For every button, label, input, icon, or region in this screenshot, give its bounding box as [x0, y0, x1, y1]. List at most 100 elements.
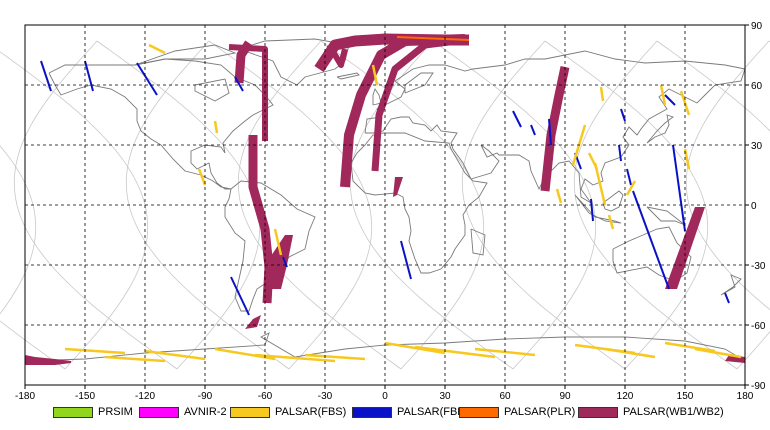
coastline — [194, 78, 230, 102]
swath-strip — [530, 124, 536, 136]
swath-strip — [214, 347, 276, 361]
swath-band — [245, 315, 261, 329]
swath-strip — [144, 349, 206, 361]
orbit-track — [656, 40, 770, 370]
legend-label: PALSAR(WB1/WB2) — [623, 406, 724, 418]
swath-strip — [400, 240, 412, 280]
swath-strip — [672, 144, 686, 232]
swath-strip — [40, 60, 52, 92]
x-tick-label: 150 — [677, 391, 694, 402]
swath-strip — [599, 86, 605, 102]
y-tick-label: 60 — [751, 81, 763, 92]
legend-label: PALSAR(FBS) — [275, 406, 347, 418]
swath-strip — [590, 198, 594, 222]
observation-swaths — [25, 33, 745, 365]
swath-band — [540, 66, 570, 192]
swath-strip — [604, 347, 656, 359]
swath-strip — [414, 345, 496, 359]
swath-strip — [694, 347, 742, 359]
swath-strip — [282, 256, 288, 268]
x-tick-label: -180 — [15, 391, 35, 402]
swath-strip — [273, 228, 283, 256]
swath-strip — [104, 355, 166, 363]
legend-label: AVNIR-2 — [184, 406, 227, 418]
swath-strip — [664, 341, 716, 353]
swath-strip — [371, 64, 379, 86]
y-tick-label: 0 — [751, 201, 757, 212]
y-tick-label: -90 — [751, 381, 766, 392]
orbit-track — [13, 40, 178, 370]
swath-strip — [555, 188, 563, 204]
x-tick-label: 90 — [559, 391, 571, 402]
orbit-track — [685, 40, 770, 311]
swath-strip — [64, 347, 126, 355]
legend-item-palsar-fbs: PALSAR(FBS) — [230, 405, 346, 419]
swath-strip — [683, 148, 691, 170]
legend-label: PALSAR(PLR) — [504, 406, 576, 418]
legend-swatch — [352, 406, 392, 418]
swath-strip — [234, 76, 244, 92]
swath-strip — [213, 120, 219, 134]
swath-strip — [625, 180, 637, 196]
coastline — [224, 180, 316, 312]
swath-strip — [659, 84, 667, 106]
x-tick-label: 30 — [439, 391, 451, 402]
swath-strip — [512, 110, 522, 128]
x-tick-label: -150 — [75, 391, 95, 402]
x-axis-ticks: -180 -150 -120 -90 -60 -30 0 30 60 90 120 150 180 — [15, 385, 754, 402]
swath-strip — [724, 292, 730, 304]
coastline — [336, 72, 360, 80]
swath-strip — [230, 276, 250, 316]
swath-strip — [618, 144, 622, 162]
coastline — [134, 44, 237, 66]
legend-item-avnir2: AVNIR-2 — [139, 405, 227, 419]
y-tick-label: -30 — [751, 261, 766, 272]
swath-strip — [136, 62, 158, 96]
x-tick-label: 60 — [499, 391, 511, 402]
x-tick-label: -120 — [135, 391, 155, 402]
swath-band — [25, 355, 71, 365]
orbit-track — [432, 40, 597, 370]
swath-band — [393, 177, 403, 197]
x-tick-label: -90 — [198, 391, 213, 402]
y-axis-ticks: 90 60 30 0 -30 -60 -90 — [745, 21, 766, 392]
swath-band — [371, 36, 466, 172]
swath-strip — [548, 118, 552, 146]
y-tick-label: 30 — [751, 141, 763, 152]
legend-swatch — [139, 406, 179, 418]
legend-item-palsar-wb: PALSAR(WB1/WB2) — [578, 405, 724, 419]
swath-band — [228, 44, 268, 141]
legend-item-prsim: PRSIM — [53, 405, 133, 419]
x-tick-label: 180 — [737, 391, 754, 402]
coastline — [720, 274, 742, 296]
swath-strip — [587, 152, 599, 170]
legend-swatch — [230, 406, 270, 418]
coastline — [470, 228, 486, 256]
swath-strip — [593, 162, 607, 206]
swath-strip — [197, 168, 207, 186]
swath-strip — [254, 353, 336, 363]
swath-strip — [620, 108, 626, 122]
coastline — [646, 206, 686, 226]
swath-strip — [626, 168, 632, 186]
swath-strip — [396, 36, 470, 41]
swath-strip — [148, 43, 166, 55]
swath-band — [340, 34, 466, 188]
orbit-track — [0, 145, 37, 315]
coastline — [612, 226, 692, 282]
y-tick-label: 90 — [751, 21, 763, 32]
legend-swatch — [578, 406, 618, 418]
legend-label: PALSAR(FBD) — [397, 406, 469, 418]
swath-strip — [607, 214, 615, 230]
graticule — [25, 25, 745, 385]
coastline — [404, 72, 434, 94]
x-tick-label: -30 — [318, 391, 333, 402]
legend-item-palsar-fbd: PALSAR(FBD) — [352, 405, 469, 419]
coastline — [350, 132, 488, 274]
legend-item-palsar-plr: PALSAR(PLR) — [459, 405, 575, 419]
coastline — [238, 38, 350, 86]
swath-band — [326, 43, 348, 68]
swath-band — [265, 235, 293, 289]
y-tick-label: -60 — [751, 321, 766, 332]
